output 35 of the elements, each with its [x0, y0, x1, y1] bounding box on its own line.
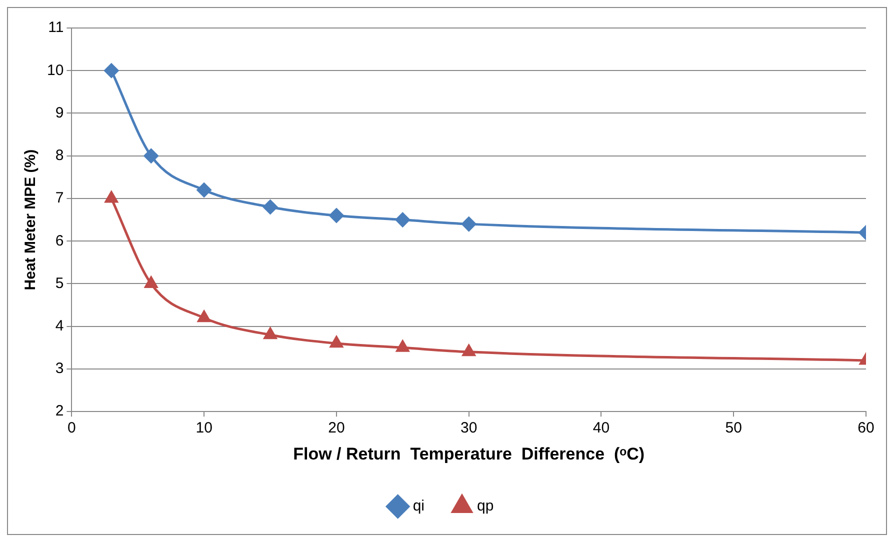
point — [264, 328, 277, 340]
x-tick-label: 10 — [196, 420, 212, 437]
legend-label: qi — [412, 498, 425, 515]
x-tick-label: 50 — [725, 420, 742, 437]
point — [104, 191, 118, 203]
point — [330, 336, 343, 348]
point — [144, 148, 158, 164]
y-tick-label: 9 — [55, 104, 64, 122]
point — [196, 182, 212, 198]
y-tick-label: 4 — [55, 317, 64, 334]
x-tick-label: 60 — [858, 420, 874, 437]
point — [462, 216, 476, 232]
y-tick-label: 2 — [55, 402, 64, 420]
point — [329, 208, 344, 223]
point — [198, 310, 211, 322]
y-tick-label: 8 — [55, 147, 64, 164]
point — [263, 200, 278, 214]
y-tick-label: 10 — [46, 62, 64, 79]
x-tick-label: 0 — [68, 420, 76, 437]
point — [395, 212, 410, 228]
point — [396, 340, 410, 352]
y-tick-label: 5 — [55, 274, 64, 292]
y-axis-title: Heat Meter MPE (%) — [22, 149, 40, 290]
point — [144, 276, 158, 288]
x-tick-label: 20 — [328, 420, 345, 437]
y-tick-label: 7 — [55, 190, 64, 207]
y-tick-label: 6 — [55, 232, 64, 250]
y-tick-label: 11 — [48, 19, 64, 36]
x-tick-label: 30 — [460, 420, 478, 437]
point — [104, 63, 119, 78]
y-tick-label: 3 — [55, 360, 64, 378]
legend-label: qp — [476, 498, 494, 515]
point — [462, 344, 476, 356]
x-axis-title: Flow / Return Temperature Difference (ᵒC) — [293, 444, 645, 464]
x-tick-label: 40 — [592, 420, 610, 437]
